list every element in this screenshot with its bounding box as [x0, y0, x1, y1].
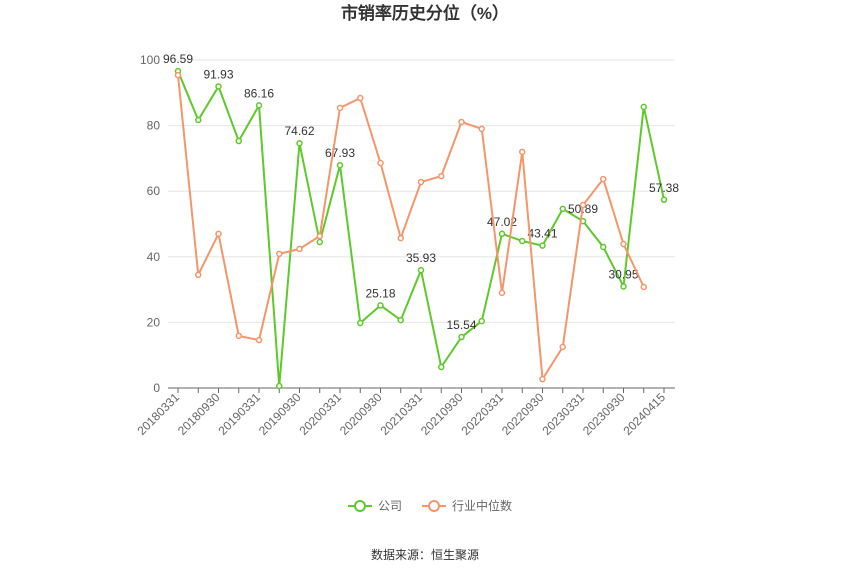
point — [336, 104, 344, 112]
point — [255, 336, 263, 344]
point — [417, 178, 425, 186]
point — [579, 201, 587, 209]
point — [316, 238, 323, 246]
x-tick-label: 20200331 — [296, 390, 344, 438]
data-label: 96.59 — [163, 52, 193, 66]
data-label: 43.41 — [527, 227, 557, 241]
point — [660, 196, 668, 204]
point — [559, 343, 566, 351]
data-label: 91.93 — [203, 67, 233, 81]
point — [539, 375, 546, 383]
point — [255, 102, 263, 109]
x-tick-label: 20180930 — [175, 390, 223, 438]
point — [640, 103, 647, 111]
point — [438, 172, 445, 180]
x-tick-label: 20210930 — [418, 390, 466, 438]
point — [620, 283, 627, 290]
series-line — [177, 74, 645, 383]
point — [377, 302, 384, 309]
point — [276, 250, 283, 258]
point — [478, 317, 485, 325]
data-label: 35.93 — [406, 251, 436, 265]
x-tick-label: 20240415 — [620, 390, 668, 438]
point — [215, 230, 222, 238]
legend-marker — [428, 500, 441, 512]
point — [559, 205, 566, 213]
point — [519, 237, 526, 245]
point — [336, 161, 344, 169]
x-tick-label: 20230930 — [580, 390, 628, 438]
x-tick-label: 20190930 — [256, 390, 304, 438]
point — [438, 363, 445, 371]
point — [235, 332, 242, 340]
point — [174, 71, 182, 79]
point — [397, 316, 404, 324]
y-tick-label: 100 — [140, 53, 160, 67]
data-label: 67.93 — [325, 146, 355, 160]
x-tick-label: 20220930 — [499, 390, 547, 438]
point — [640, 283, 647, 291]
x-tick-label: 20190331 — [215, 390, 263, 438]
source: 数据来源：恒生聚源 — [371, 547, 479, 562]
point — [458, 333, 465, 341]
point — [458, 118, 465, 126]
x-tick-label: 20220331 — [458, 390, 506, 438]
y-tick-label: 40 — [147, 250, 161, 264]
chart-title: 市销率历史分位（%） — [341, 3, 509, 23]
point — [478, 125, 485, 133]
point — [195, 271, 202, 279]
legend-label: 行业中位数 — [452, 498, 512, 513]
point — [498, 289, 506, 297]
x-tick-label: 20200930 — [337, 390, 385, 438]
point — [397, 234, 404, 242]
data-label: 57.38 — [649, 181, 679, 195]
point — [600, 243, 607, 251]
point — [539, 242, 546, 249]
x-tick-label: 20180331 — [134, 390, 182, 438]
point — [498, 230, 506, 238]
legend-marker — [354, 500, 366, 512]
data-label: 25.18 — [365, 286, 395, 300]
point — [357, 319, 364, 327]
point — [235, 137, 242, 145]
data-label: 86.16 — [244, 86, 274, 100]
y-tick-label: 80 — [147, 119, 161, 133]
point — [377, 159, 384, 167]
data-label: 74.62 — [284, 124, 314, 138]
point — [417, 266, 425, 274]
point — [620, 240, 627, 248]
point — [600, 175, 607, 183]
point — [276, 382, 283, 390]
point — [215, 83, 222, 90]
point — [357, 94, 364, 102]
point — [519, 148, 526, 156]
point — [316, 232, 323, 240]
data-label: 30.95 — [608, 267, 638, 281]
x-tick-label: 20210331 — [377, 390, 425, 438]
data-label: 15.54 — [446, 318, 476, 332]
y-tick-label: 0 — [153, 381, 160, 395]
point — [195, 116, 202, 124]
legend-label: 公司 — [378, 499, 402, 513]
y-tick-label: 20 — [147, 315, 161, 329]
y-tick-label: 60 — [147, 184, 161, 198]
point — [296, 245, 303, 253]
x-tick-label: 20230331 — [539, 390, 587, 438]
point — [296, 139, 303, 147]
